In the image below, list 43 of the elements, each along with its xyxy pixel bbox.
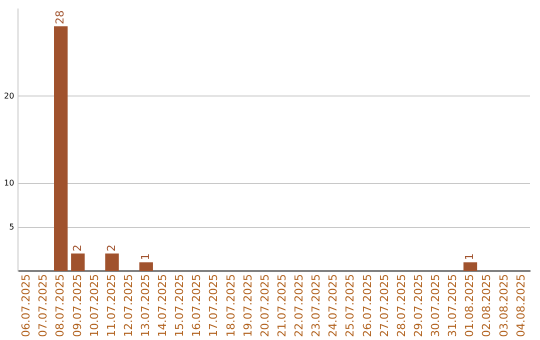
y-tick-label: 5 xyxy=(9,222,14,232)
x-tick-label: 30.07.2025 xyxy=(429,274,442,338)
x-tick-label: 02.08.2025 xyxy=(480,274,494,338)
x-tick-label: 16.07.2025 xyxy=(190,274,204,338)
x-tick-label: 03.08.2025 xyxy=(497,274,510,338)
bar xyxy=(105,254,119,272)
x-tick-label: 09.07.2025 xyxy=(70,274,84,338)
x-tick-label: 15.07.2025 xyxy=(173,274,186,338)
x-tick-label: 23.07.2025 xyxy=(310,274,323,338)
data-label: 2 xyxy=(104,244,118,252)
x-tick-label: 10.07.2025 xyxy=(88,274,101,338)
bar xyxy=(54,26,68,272)
x-tick-label: 29.07.2025 xyxy=(412,274,425,338)
x-tick-label: 04.08.2025 xyxy=(514,274,528,338)
x-tick-label: 25.07.2025 xyxy=(344,274,357,338)
x-tick-label: 20.07.2025 xyxy=(258,274,272,338)
x-tick-label: 12.07.2025 xyxy=(122,274,135,338)
x-tick-label: 13.07.2025 xyxy=(138,274,152,338)
bar xyxy=(463,262,478,272)
bar xyxy=(139,262,153,272)
x-tick-label: 01.08.2025 xyxy=(463,274,476,338)
x-tick-label: 27.07.2025 xyxy=(378,274,391,338)
x-tick-label: 21.07.2025 xyxy=(275,274,288,338)
x-tick-label: 22.07.2025 xyxy=(292,274,306,338)
x-tick-label: 18.07.2025 xyxy=(224,274,238,338)
data-label: 28 xyxy=(54,10,67,24)
x-tick-label: 14.07.2025 xyxy=(156,274,170,338)
data-label: 1 xyxy=(463,253,476,260)
x-tick-label: 06.07.2025 xyxy=(20,274,33,338)
x-tick-label: 19.07.2025 xyxy=(241,274,254,338)
x-tick-label: 24.07.2025 xyxy=(326,274,340,338)
y-tick-label: 20 xyxy=(4,91,14,100)
x-tick-label: 28.07.2025 xyxy=(394,274,408,338)
x-tick-label: 08.07.2025 xyxy=(54,274,67,338)
data-label: 2 xyxy=(70,244,84,252)
x-tick-label: 17.07.2025 xyxy=(207,274,220,338)
x-tick-label: 07.07.2025 xyxy=(36,274,50,338)
bar xyxy=(71,254,85,272)
x-tick-label: 11.07.2025 xyxy=(104,274,118,338)
data-label: 1 xyxy=(138,253,152,260)
y-tick-label: 10 xyxy=(4,178,14,188)
x-tick-label: 31.07.2025 xyxy=(446,274,460,338)
x-tick-label: 26.07.2025 xyxy=(360,274,374,338)
